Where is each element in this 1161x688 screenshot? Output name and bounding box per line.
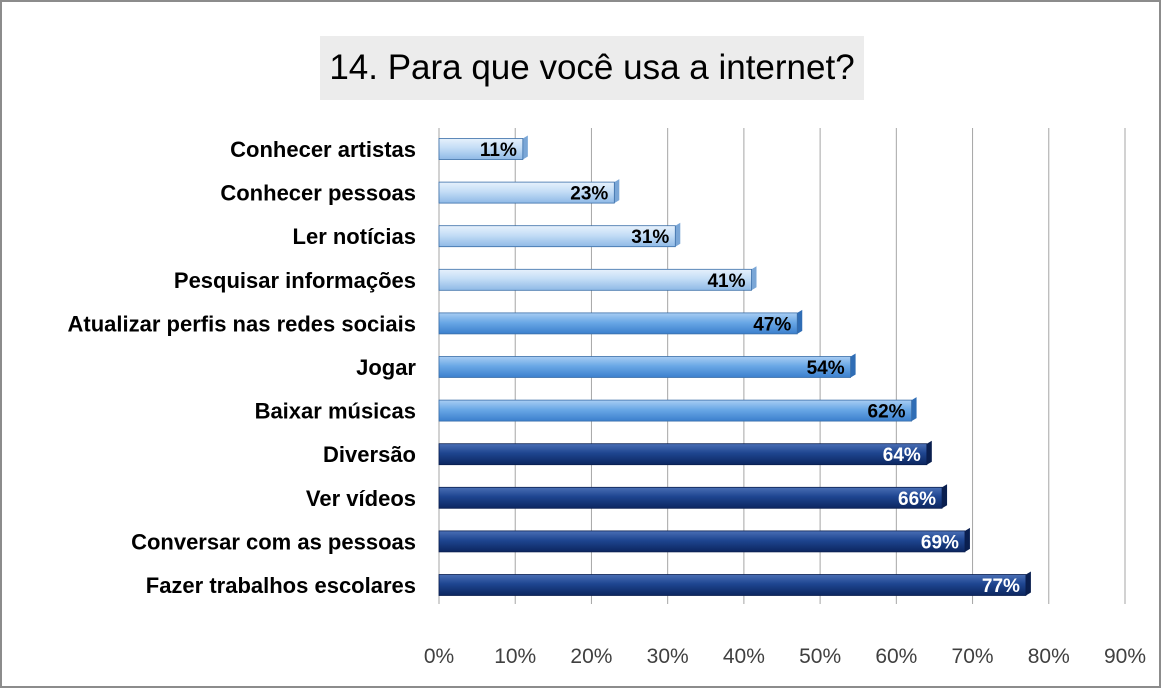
value-label: 31% [631,227,669,248]
x-tick-label: 90% [1104,645,1146,668]
value-label: 54% [807,358,845,379]
chart-title-box: 14. Para que você usa a internet? [320,36,864,100]
bar [438,530,966,553]
category-label: Jogar [356,355,416,380]
bar-depth [1025,571,1031,596]
value-label: 11% [480,140,517,161]
bar-depth [850,353,856,378]
value-label: 47% [753,314,791,335]
value-label: 69% [921,532,959,553]
x-tick-label: 50% [799,645,841,668]
bar-depth [942,484,948,509]
bar-depth [614,179,620,204]
category-label: Conhecer artistas [230,137,416,162]
category-label: Diversão [323,442,416,467]
bar-depth [797,309,803,334]
category-label: Conhecer pessoas [220,181,416,206]
bar-depth [926,440,932,465]
bar [438,268,752,291]
bar [438,443,928,466]
value-label: 66% [898,489,936,510]
bar-depth [751,266,757,291]
category-label: Conversar com as pessoas [131,529,416,554]
bar [438,399,912,422]
bar [438,181,615,204]
bar [438,356,852,378]
bar [438,312,798,335]
category-label: Ler notícias [293,224,416,249]
bar [438,225,676,248]
bar-depth [675,222,681,247]
bar [438,486,943,509]
x-tick-label: 30% [647,645,689,668]
category-label: Baixar músicas [255,399,416,424]
chart-title: 14. Para que você usa a internet? [329,48,855,87]
category-label: Pesquisar informações [174,268,416,293]
x-tick-label: 10% [494,645,536,668]
category-label: Atualizar perfis nas redes sociais [68,311,417,336]
bar-depth [911,397,917,422]
x-tick-label: 40% [723,645,765,668]
bars [438,135,1031,596]
x-tick-label: 80% [1028,645,1070,668]
value-label: 23% [570,184,608,205]
category-label: Ver vídeos [306,486,416,511]
value-label: 77% [982,576,1020,597]
value-label: 62% [868,402,906,423]
bar [438,574,1027,596]
bar-depth [964,527,970,552]
x-tick-label: 60% [875,645,917,668]
value-label: 64% [883,445,921,466]
bar [438,138,524,160]
x-tick-label: 70% [952,645,994,668]
bar-depth [522,135,528,160]
category-label: Fazer trabalhos escolares [146,573,416,598]
x-tick-label: 20% [570,645,612,668]
x-tick-label: 0% [424,645,454,668]
value-label: 41% [707,271,745,292]
labels: 0% 10% 20% 30% 40% 50% 60% 70% 80% 90% Conhecer ar… [68,137,1147,668]
